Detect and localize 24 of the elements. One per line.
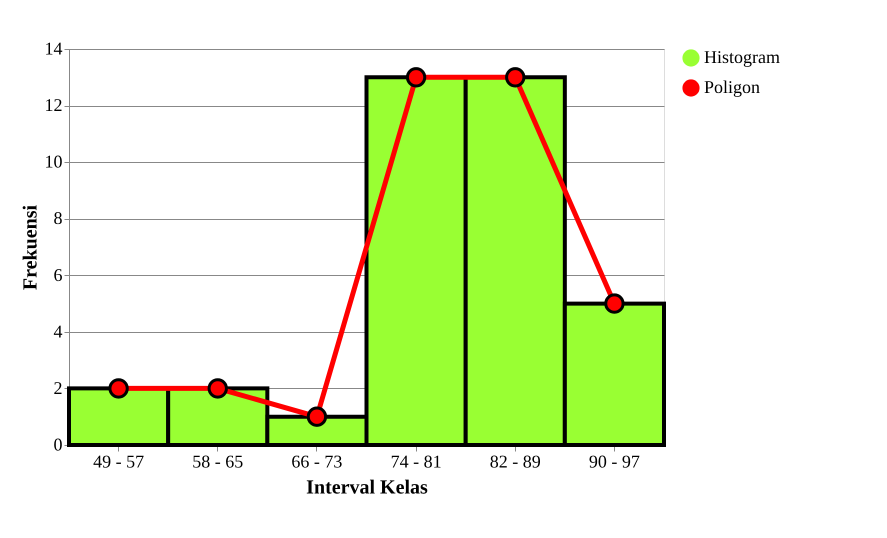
x-axis-title: Interval Kelas xyxy=(306,476,428,498)
point xyxy=(108,378,129,399)
y-tick-label: 12 xyxy=(44,95,62,116)
y-tick-label: 4 xyxy=(54,321,62,342)
x-tick-label: 82 - 89 xyxy=(490,452,541,472)
y-axis-title: Frekuensi xyxy=(20,204,42,290)
point xyxy=(208,378,228,399)
y-tick-label: 14 xyxy=(44,38,62,58)
point xyxy=(406,67,426,88)
x-tick-label: 74 - 81 xyxy=(390,452,442,472)
point xyxy=(505,67,526,88)
y-tick-label: 8 xyxy=(54,208,62,228)
point xyxy=(306,406,328,427)
legend-label: Poligon xyxy=(704,77,760,97)
y-tick-label: 10 xyxy=(44,152,62,172)
y-tick-label: 6 xyxy=(54,264,62,285)
y-tick-label: 0 xyxy=(54,434,62,454)
x-tick-label: 58 - 65 xyxy=(192,452,244,472)
x-tick-label: 49 - 57 xyxy=(93,452,144,472)
x-tick-label: 90 - 97 xyxy=(588,452,640,472)
x-tick-label: 66 - 73 xyxy=(291,452,342,472)
y-tick-label: 2 xyxy=(54,378,62,398)
legend-label: Histogram xyxy=(704,47,780,67)
point xyxy=(604,293,625,314)
